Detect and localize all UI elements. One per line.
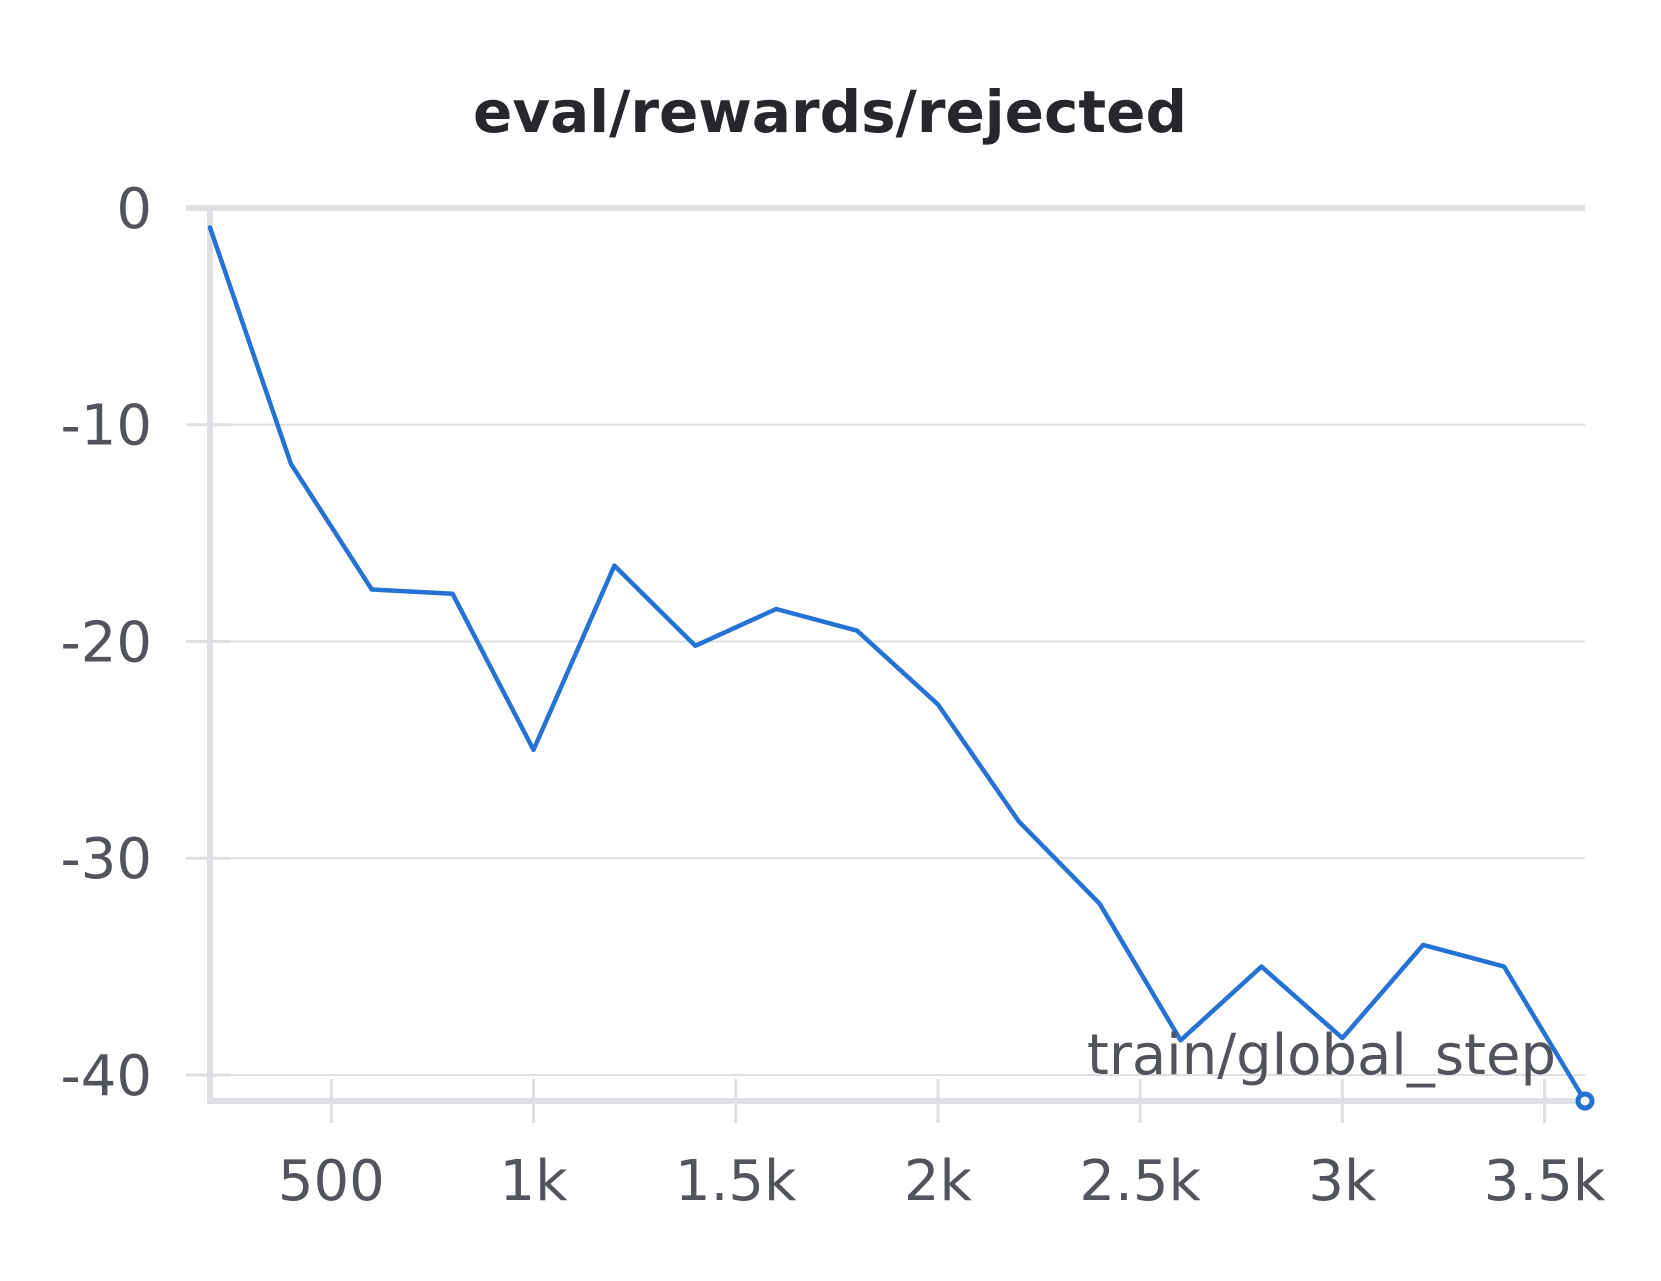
y-tick-label: 0 [116, 177, 152, 242]
grid-lines [210, 423, 1585, 1076]
x-tick-label: 2.5k [1079, 1149, 1201, 1214]
x-axis-ticks: 500 1k 1.5k 2k 2.5k 3k 3.5k [278, 1079, 1606, 1214]
series-line [207, 225, 1588, 1104]
x-tick-label: 3.5k [1484, 1149, 1606, 1214]
x-axis-label: train/global_step [1087, 1023, 1556, 1088]
y-axis-ticks: 0 -10 -20 -30 -40 [61, 177, 230, 1109]
y-tick-label: -10 [61, 394, 152, 459]
x-tick-label: 3k [1308, 1149, 1377, 1214]
axes [186, 205, 1585, 1104]
y-tick-label: -30 [61, 827, 152, 892]
y-tick-label: -40 [61, 1044, 152, 1109]
x-tick-label: 1k [499, 1149, 568, 1214]
x-tick-label: 2k [904, 1149, 973, 1214]
x-tick-label: 1.5k [675, 1149, 797, 1214]
y-tick-label: -20 [61, 610, 152, 675]
chart-title: eval/rewards/rejected [473, 78, 1187, 146]
series-layer [207, 225, 1595, 1111]
series-end-point [1575, 1091, 1595, 1111]
x-tick-label: 500 [278, 1149, 385, 1214]
